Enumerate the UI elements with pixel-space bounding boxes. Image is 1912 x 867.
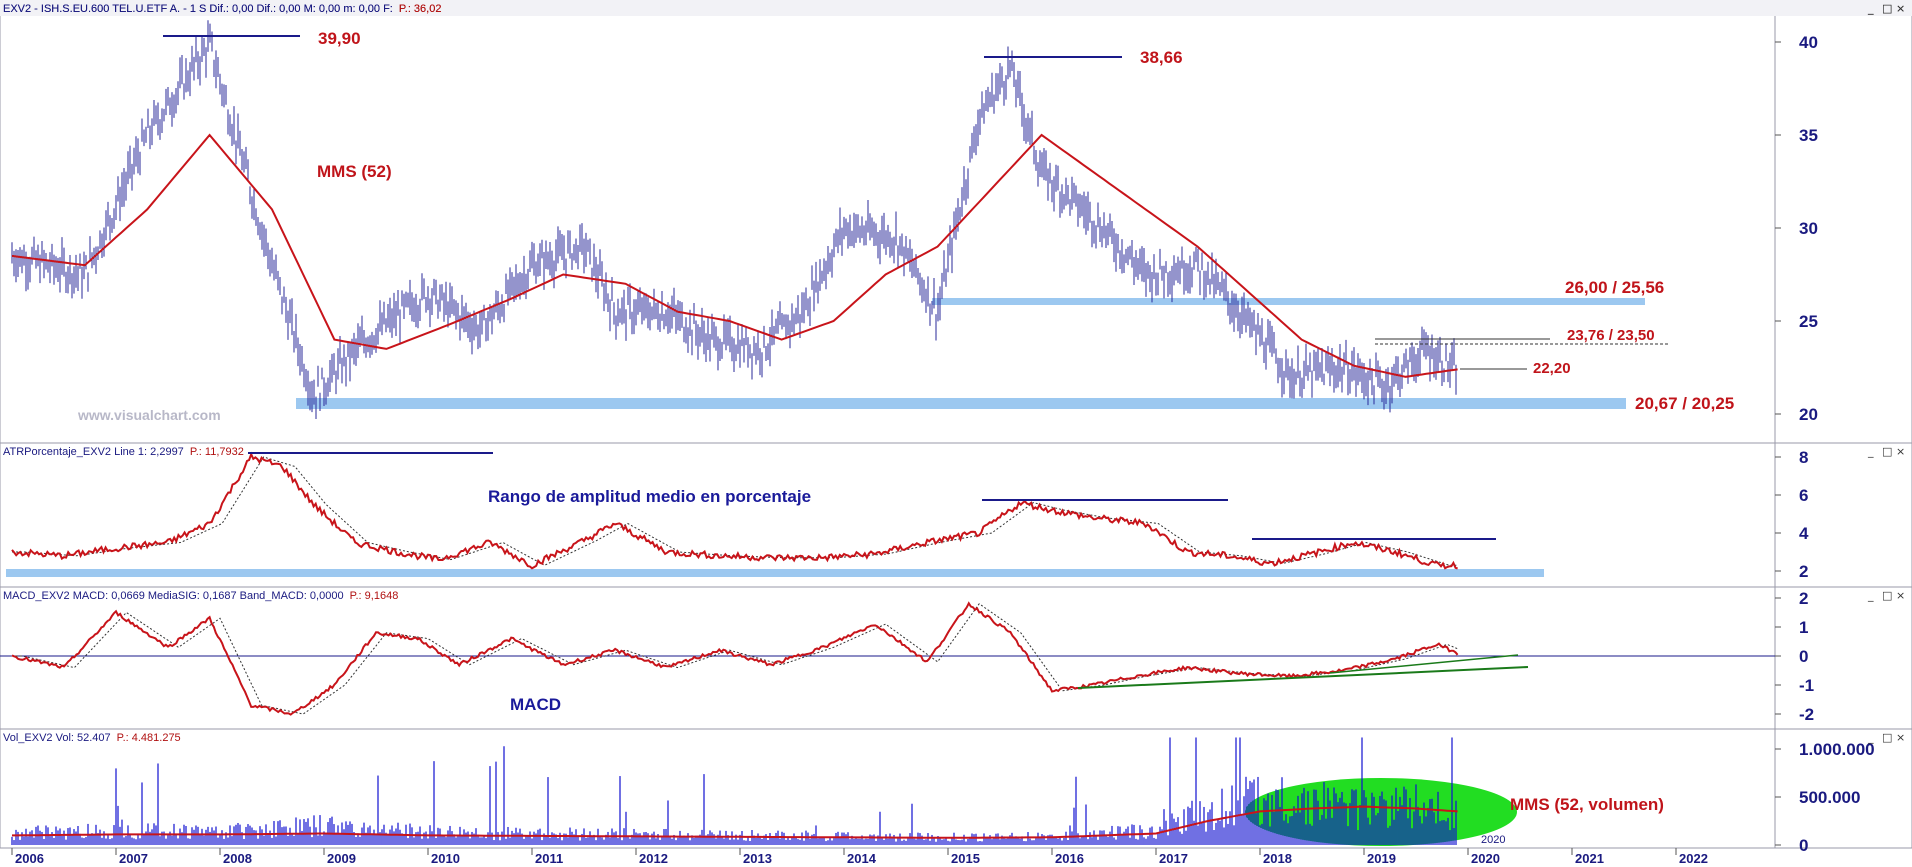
title-band — [0, 0, 1912, 16]
ytick-label: 2 — [1799, 562, 1808, 581]
volume-ma52-line — [12, 805, 1458, 839]
window-title-p: P.: 36,02 — [399, 3, 442, 15]
chart-marks — [0, 20, 1775, 846]
maximize-button: □ — [1882, 445, 1892, 458]
ytick-label: -2 — [1799, 705, 1814, 724]
chart-texts: EXV2 - ISH.S.EU.600 TEL.U.ETF A. - 1 S D… — [3, 2, 1905, 866]
maximize-button: □ — [1882, 2, 1892, 15]
ytick-label: -1 — [1799, 676, 1814, 695]
ytick-label: 4 — [1799, 524, 1809, 543]
xtick-label: 2012 — [639, 851, 668, 866]
window-title: EXV2 - ISH.S.EU.600 TEL.U.ETF A. - 1 S D… — [3, 3, 393, 15]
ytick-label: 2 — [1799, 589, 1808, 608]
xtick-label: 2014 — [847, 851, 877, 866]
xtick-label: 2016 — [1055, 851, 1084, 866]
ma52-line — [11, 133, 1458, 378]
ytick-label: 0 — [1799, 647, 1808, 666]
minimize-button: _ — [1867, 731, 1874, 744]
minimize-button: _ — [1867, 589, 1874, 602]
ytick-label: 6 — [1799, 486, 1808, 505]
annotation-support: 20,67 / 20,25 — [1635, 394, 1734, 413]
xtick-label: 2011 — [535, 851, 563, 866]
ytick-label: 1 — [1799, 618, 1808, 637]
maximize-button: □ — [1882, 731, 1892, 744]
panel-header: EXV2 - ISH.S.EU.600 TEL.U.ETF A. - 1 S D… — [3, 3, 393, 15]
watermark: www.visualchart.com — [77, 407, 221, 423]
atr-support-band — [6, 569, 1544, 577]
xtick-label: 2013 — [743, 851, 772, 866]
annotation-atr: Rango de amplitud medio en porcentaje — [488, 487, 811, 506]
resistance-band — [932, 298, 1645, 305]
xtick-label: 2017 — [1159, 851, 1188, 866]
close-button: × — [1896, 589, 1905, 602]
xtick-label: 2015 — [951, 851, 980, 866]
ytick-label: 20 — [1799, 405, 1818, 424]
close-button: × — [1896, 2, 1905, 15]
xtick-label: 2020 — [1471, 851, 1500, 866]
annotation-volume-year: 2020 — [1481, 834, 1505, 846]
ytick-label: 500.000 — [1799, 788, 1860, 807]
xtick-label: 2018 — [1263, 851, 1292, 866]
ytick-label: 40 — [1799, 33, 1818, 52]
close-button: × — [1896, 2, 1905, 15]
panel-header: MACD_EXV2 MACD: 0,0669 MediaSIG: 0,1687 … — [3, 590, 344, 602]
panel-header-p: P.: 11,7932 — [190, 446, 244, 458]
annotation-res1: 26,00 / 25,56 — [1565, 278, 1664, 297]
annotation-macd: MACD — [510, 695, 561, 714]
xtick-label: 2009 — [327, 851, 356, 866]
volume-ellipse — [1245, 778, 1517, 846]
xtick-label: 2021 — [1575, 851, 1604, 866]
atr-signal-line — [12, 456, 1458, 566]
annotation-res2: 23,76 / 23,50 — [1567, 327, 1655, 344]
close-button: × — [1896, 731, 1905, 744]
ytick-label: 1.000.000 — [1799, 740, 1875, 759]
xtick-label: 2022 — [1679, 851, 1708, 866]
ytick-label: 35 — [1799, 126, 1818, 145]
panel-atr — [0, 442, 1912, 588]
panel-header-p: P.: 4.481.275 — [117, 732, 181, 744]
ytick-label: 8 — [1799, 448, 1808, 467]
panel-header-p: P.: 9,1648 — [350, 590, 399, 602]
support-band — [296, 398, 1626, 409]
macd-support-trendline2 — [1329, 654, 1519, 674]
atr-line — [11, 451, 1458, 570]
maximize-button: □ — [1882, 2, 1892, 15]
annotation-high1: 39,90 — [318, 29, 361, 48]
xtick-label: 2007 — [119, 851, 148, 866]
xtick-label: 2008 — [223, 851, 252, 866]
annotation-mms: MMS (52) — [317, 162, 392, 181]
annotation-volume: MMS (52, volumen) — [1510, 795, 1664, 814]
macd-line — [11, 601, 1459, 716]
panel-macd — [0, 586, 1912, 730]
minimize-button: _ — [1867, 2, 1874, 15]
ytick-label: 0 — [1799, 836, 1808, 855]
macd-signal-line — [12, 603, 1458, 715]
panel-vol — [0, 728, 1912, 849]
panel-header: ATRPorcentaje_EXV2 Line 1: 2,2997 — [3, 446, 184, 458]
ytick-label: 30 — [1799, 219, 1818, 238]
panel-header: Vol_EXV2 Vol: 52.407 — [3, 732, 111, 744]
minimize-button: _ — [1867, 445, 1874, 458]
panel-header-p: P.: 36,02 — [399, 3, 442, 15]
maximize-button: □ — [1882, 589, 1892, 602]
annotation-pivot: 22,20 — [1533, 360, 1571, 377]
annotation-high2: 38,66 — [1140, 48, 1183, 67]
minimize-button: _ — [1867, 2, 1874, 15]
ytick-label: 25 — [1799, 312, 1818, 331]
xtick-label: 2010 — [431, 851, 460, 866]
xtick-label: 2019 — [1367, 851, 1396, 866]
xtick-label: 2006 — [15, 851, 44, 866]
macd-support-trendline — [1077, 666, 1529, 689]
close-button: × — [1896, 445, 1905, 458]
